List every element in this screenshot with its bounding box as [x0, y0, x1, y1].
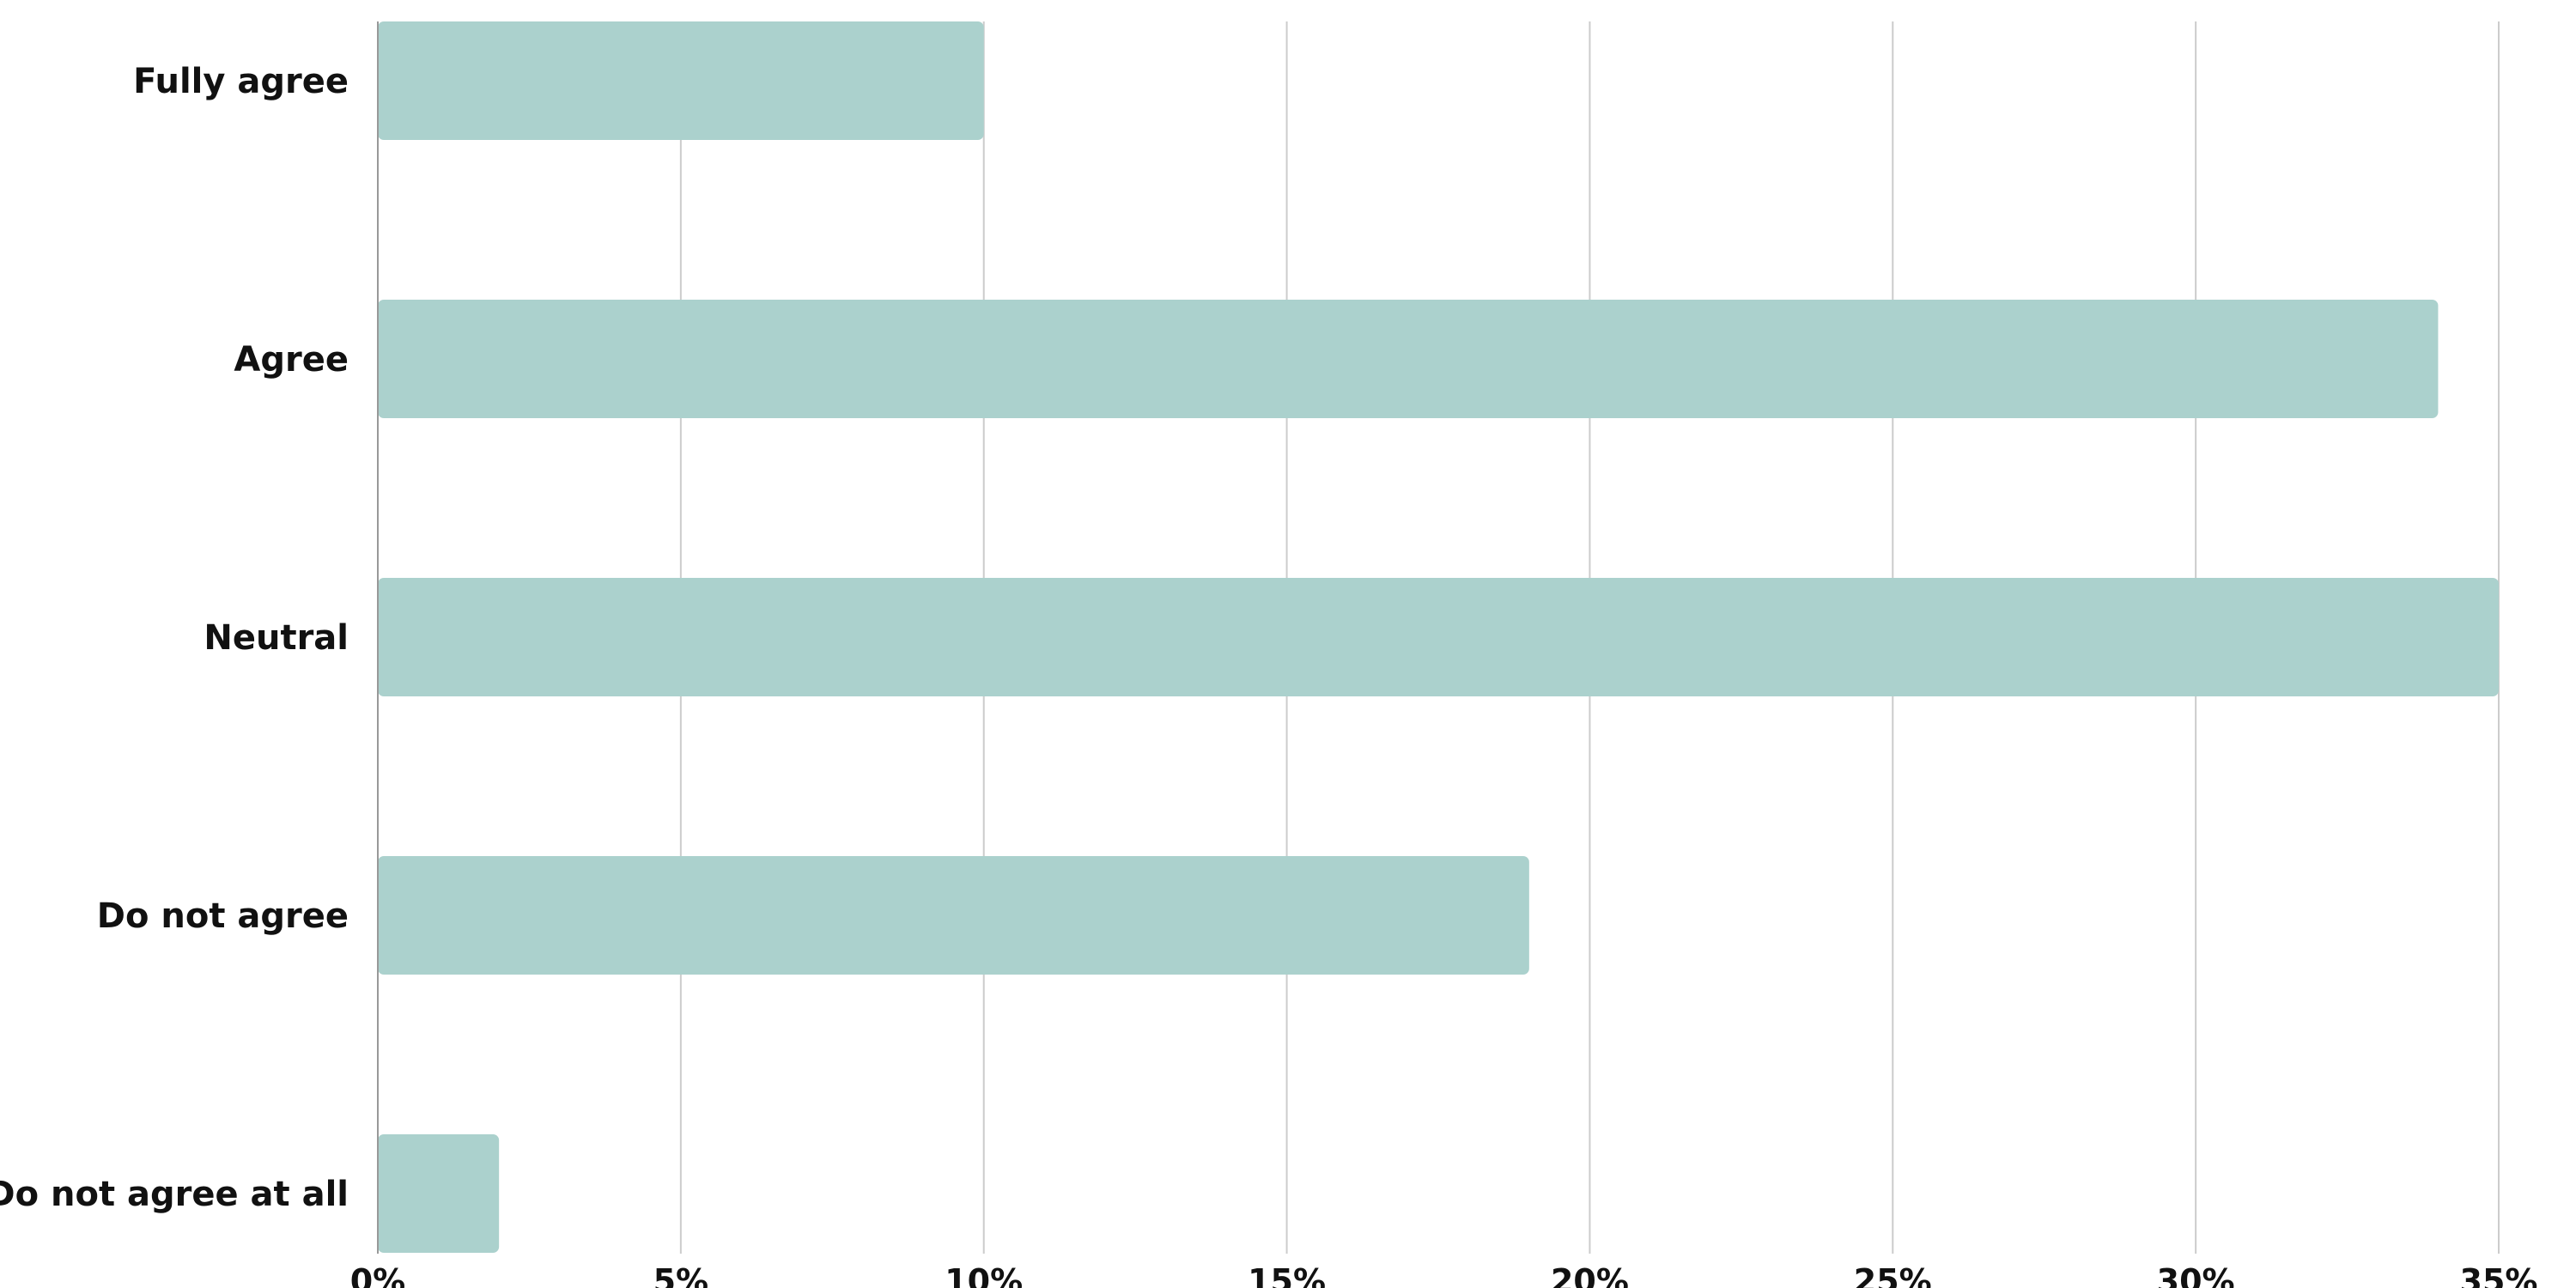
bars — [378, 21, 2499, 1253]
x-tick-label-6: 30% — [2157, 1262, 2235, 1288]
category-label-2: Neutral — [204, 618, 349, 658]
x-tick-label-0: 0% — [350, 1262, 406, 1288]
bar-2 — [378, 578, 2499, 696]
category-label-4: Do not agree at all — [0, 1175, 349, 1214]
bar-4 — [378, 1134, 500, 1253]
category-label-0: Fully agree — [133, 62, 349, 101]
bar-3 — [378, 856, 1529, 975]
category-label-3: Do not agree — [97, 896, 349, 936]
x-tick-label-2: 10% — [945, 1262, 1023, 1288]
category-labels: Fully agree Agree Neutral Do not agree Do no… — [0, 62, 349, 1214]
bar-1 — [378, 300, 2439, 418]
x-tick-label-5: 25% — [1854, 1262, 1932, 1288]
x-tick-label-4: 20% — [1551, 1262, 1629, 1288]
x-tick-label-1: 5% — [653, 1262, 709, 1288]
x-tick-label-3: 15% — [1248, 1262, 1326, 1288]
x-tick-label-7: 35% — [2460, 1262, 2538, 1288]
x-tick-labels: 0% 5% 10% 15% 20% 25% 30% 35% — [350, 1262, 2538, 1288]
bar-0 — [378, 21, 984, 140]
category-label-1: Agree — [234, 340, 349, 380]
